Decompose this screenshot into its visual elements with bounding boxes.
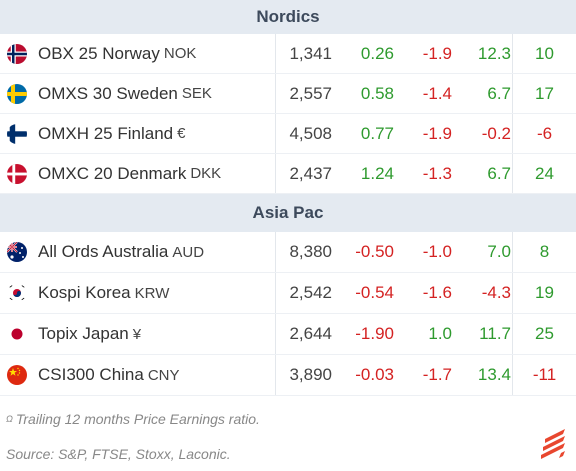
index-name-cell: OMXS 30 Sweden SEK: [0, 74, 276, 113]
table-row: OMXC 20 Denmark DKK 2,437 1.24 -1.3 6.7 …: [0, 154, 576, 194]
change-2: -1.3: [422, 163, 452, 183]
index-name-cell: Kospi Korea KRW: [0, 273, 276, 313]
china-flag-icon: [7, 365, 27, 385]
laconic-logo-icon: [541, 429, 565, 459]
change-1: -0.54: [355, 283, 394, 302]
sweden-flag-icon: [7, 83, 27, 104]
change-1: 0.58: [360, 83, 394, 103]
pe-ratio: 24: [512, 154, 576, 193]
index-name: OMXS 30 Sweden: [38, 83, 178, 103]
index-name-cell: OMXC 20 Denmark DKK: [0, 154, 276, 193]
table-row: Topix Japan ¥ 2,644 -1.90 1.0 11.7 25: [0, 314, 576, 355]
table-row: OMXH 25 Finland € 4,508 0.77 -1.9 -0.2 -…: [0, 114, 576, 154]
change-3: 7.0: [487, 242, 511, 261]
footer: Ω Trailing 12 months Price Earnings rati…: [0, 400, 576, 470]
change-1: -0.03: [355, 365, 394, 384]
change-1: -1.90: [355, 324, 394, 343]
index-level: 2,557: [289, 83, 332, 103]
currency-label: KRW: [134, 284, 170, 302]
change-3: 12.3: [477, 43, 511, 63]
australia-flag-icon: [7, 242, 27, 262]
pe-ratio: -11: [512, 355, 576, 395]
source-text: Source: S&P, FTSE, Stoxx, Laconic.: [6, 446, 231, 462]
index-level: 3,890: [289, 365, 332, 384]
section-header-asia-pac: Asia Pac: [0, 194, 576, 232]
change-1: 0.26: [360, 43, 394, 63]
table-row: CSI300 China CNY 3,890 -0.03 -1.7 13.4 -…: [0, 355, 576, 396]
pe-ratio: 8: [512, 232, 576, 272]
change-1: -0.50: [355, 242, 394, 261]
currency-label: AUD: [172, 243, 205, 261]
index-level: 2,542: [289, 283, 332, 302]
currency-label: SEK: [181, 85, 212, 102]
change-2: -1.7: [422, 365, 452, 384]
table-row: OBX 25 Norway NOK 1,341 0.26 -1.9 12.3 1…: [0, 34, 576, 74]
index-name: CSI300 China: [38, 365, 144, 384]
currency-label: DKK: [190, 165, 222, 182]
norway-flag-icon: [7, 43, 27, 64]
index-name: OMXH 25 Finland: [38, 123, 174, 143]
change-1: 0.77: [360, 123, 394, 143]
section-header-nordics: Nordics: [0, 0, 576, 34]
table-row: OMXS 30 Sweden SEK 2,557 0.58 -1.4 6.7 1…: [0, 74, 576, 114]
index-name-cell: OBX 25 Norway NOK: [0, 34, 276, 73]
denmark-flag-icon: [7, 163, 27, 184]
change-3: 6.7: [487, 83, 511, 103]
change-3: 6.7: [487, 163, 511, 183]
table-row: All Ords Australia AUD 8,380 -0.50 -1.0 …: [0, 232, 576, 273]
index-level: 1,341: [289, 43, 332, 63]
index-name-cell: All Ords Australia AUD: [0, 232, 276, 272]
change-3: -4.3: [481, 283, 511, 302]
index-level: 4,508: [289, 123, 332, 143]
index-name: All Ords Australia: [38, 242, 169, 261]
change-2: -1.9: [422, 43, 452, 63]
change-2: -1.4: [422, 83, 452, 103]
pe-ratio: 25: [512, 314, 576, 354]
index-name-cell: OMXH 25 Finland €: [0, 114, 276, 153]
change-2: 1.0: [428, 324, 452, 343]
footnote-marker: Ω: [6, 414, 13, 424]
index-name: Kospi Korea: [38, 283, 131, 302]
index-level: 2,644: [289, 324, 332, 343]
currency-label: €: [177, 125, 186, 142]
currency-label: NOK: [163, 45, 197, 62]
currency-label: CNY: [147, 366, 180, 384]
footnote-text: Trailing 12 months Price Earnings ratio.: [15, 411, 260, 427]
change-3: -0.2: [481, 123, 511, 143]
finland-flag-icon: [7, 123, 27, 144]
table-row: Kospi Korea KRW 2,542 -0.54 -1.6 -4.3 19: [0, 273, 576, 314]
index-name: OMXC 20 Denmark: [38, 163, 187, 183]
change-2: -1.9: [422, 123, 452, 143]
change-2: -1.0: [422, 242, 452, 261]
footnote: Ω Trailing 12 months Price Earnings rati…: [0, 400, 576, 438]
south-korea-flag-icon: [7, 283, 27, 303]
index-level: 2,437: [289, 163, 332, 183]
pe-ratio: 19: [512, 273, 576, 313]
index-name-cell: Topix Japan ¥: [0, 314, 276, 354]
japan-flag-icon: [7, 324, 27, 344]
pe-ratio: 10: [512, 34, 576, 73]
pe-ratio: -6: [512, 114, 576, 153]
change-1: 1.24: [360, 163, 394, 183]
pe-ratio: 17: [512, 74, 576, 113]
index-level: 8,380: [289, 242, 332, 261]
change-3: 11.7: [479, 324, 511, 343]
index-name: OBX 25 Norway: [38, 43, 160, 63]
change-3: 13.4: [477, 365, 511, 384]
currency-label: ¥: [132, 325, 142, 343]
index-name-cell: CSI300 China CNY: [0, 355, 276, 395]
index-name: Topix Japan: [38, 324, 129, 343]
change-2: -1.6: [422, 283, 452, 302]
